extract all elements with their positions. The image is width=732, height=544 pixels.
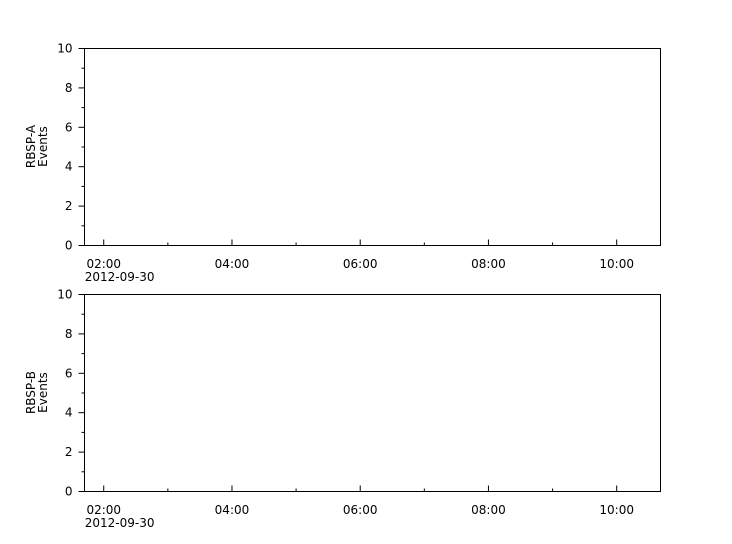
y-tick-label: 8 <box>65 327 73 341</box>
x-tick-label: 10:00 <box>599 257 634 271</box>
plot-frame <box>84 48 661 246</box>
x-tick-label: 02:00 <box>86 257 121 271</box>
y-axis-label: Events <box>36 372 50 413</box>
y-tick-label: 6 <box>65 366 73 380</box>
y-tick-label: 2 <box>65 199 73 213</box>
x-date-label: 2012-09-30 <box>85 270 155 284</box>
x-tick-label: 06:00 <box>343 257 378 271</box>
y-tick-label: 4 <box>65 160 73 174</box>
x-date-label: 2012-09-30 <box>85 516 155 530</box>
plot-frame <box>84 294 661 492</box>
y-tick-label: 10 <box>57 288 72 302</box>
x-tick-label: 02:00 <box>86 503 121 517</box>
y-tick-label: 8 <box>65 81 73 95</box>
x-tick-label: 04:00 <box>215 257 250 271</box>
x-tick-label: 06:00 <box>343 503 378 517</box>
y-tick-label: 0 <box>65 485 73 499</box>
x-tick-label: 04:00 <box>215 503 250 517</box>
y-tick-label: 4 <box>65 406 73 420</box>
x-tick-label: 08:00 <box>471 503 506 517</box>
y-axis-label: Events <box>36 126 50 167</box>
y-tick-label: 0 <box>65 239 73 253</box>
y-tick-label: 2 <box>65 445 73 459</box>
y-tick-label: 10 <box>57 42 72 56</box>
x-tick-label: 10:00 <box>599 503 634 517</box>
y-axis-label: RBSP-A <box>24 124 38 168</box>
x-tick-label: 08:00 <box>471 257 506 271</box>
y-axis-label: RBSP-B <box>24 371 38 414</box>
y-tick-label: 6 <box>65 120 73 134</box>
